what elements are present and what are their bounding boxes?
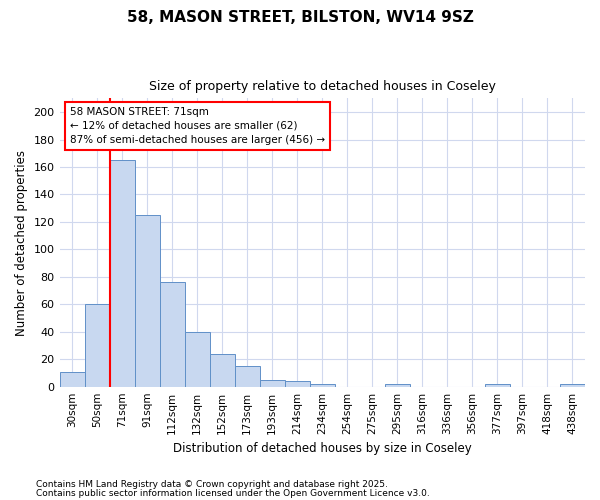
Text: 58 MASON STREET: 71sqm
← 12% of detached houses are smaller (62)
87% of semi-det: 58 MASON STREET: 71sqm ← 12% of detached… [70,107,325,145]
Y-axis label: Number of detached properties: Number of detached properties [15,150,28,336]
Bar [85,304,110,386]
Bar [485,384,510,386]
Bar [185,332,209,386]
X-axis label: Distribution of detached houses by size in Coseley: Distribution of detached houses by size … [173,442,472,455]
Text: Contains HM Land Registry data © Crown copyright and database right 2025.: Contains HM Land Registry data © Crown c… [36,480,388,489]
Bar [285,381,310,386]
Text: Contains public sector information licensed under the Open Government Licence v3: Contains public sector information licen… [36,488,430,498]
Bar [134,215,160,386]
Bar [385,384,410,386]
Bar [209,354,235,386]
Bar [560,384,585,386]
Title: Size of property relative to detached houses in Coseley: Size of property relative to detached ho… [149,80,496,93]
Bar [160,282,185,387]
Bar [110,160,134,386]
Bar [260,380,285,386]
Bar [310,384,335,386]
Bar [235,366,260,386]
Text: 58, MASON STREET, BILSTON, WV14 9SZ: 58, MASON STREET, BILSTON, WV14 9SZ [127,10,473,25]
Bar [59,372,85,386]
